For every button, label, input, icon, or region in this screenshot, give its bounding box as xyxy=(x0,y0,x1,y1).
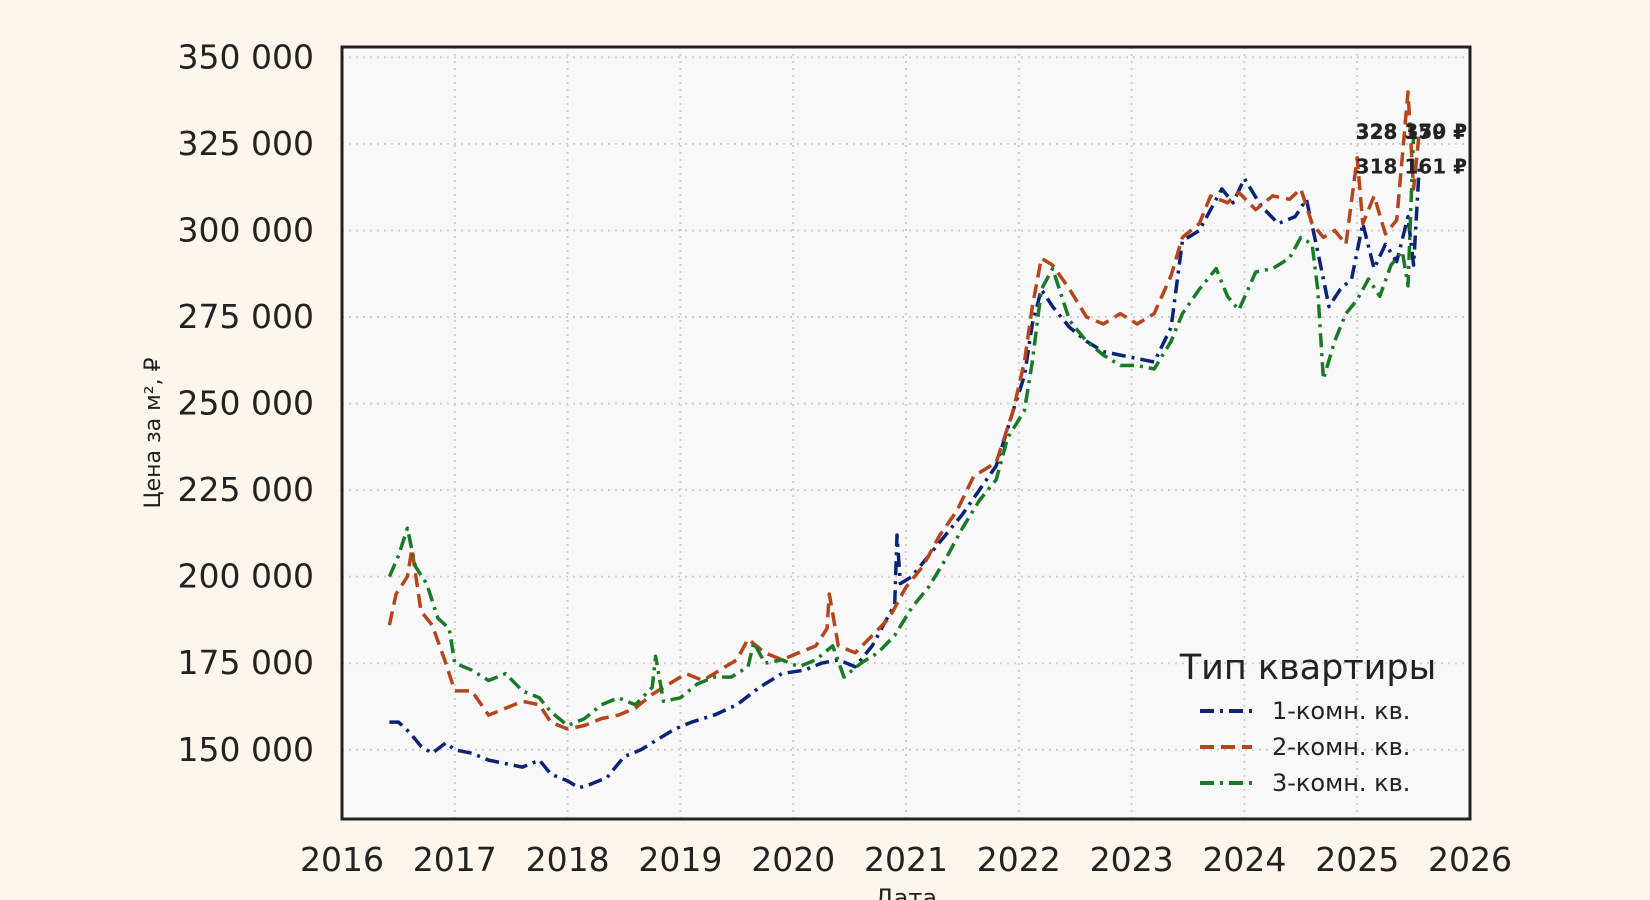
x-tick-label: 2026 xyxy=(1428,840,1512,879)
x-tick-label: 2025 xyxy=(1315,840,1399,879)
series-line-1 xyxy=(389,167,1421,790)
x-tick-label: 2020 xyxy=(751,840,835,879)
legend: Тип квартиры 1-комн. кв. 2-комн. кв. 3-ком… xyxy=(1179,648,1437,797)
x-tick-label: 2016 xyxy=(300,840,384,879)
end-value-label: 318 161 ₽ xyxy=(1356,155,1467,179)
x-tick-label: 2017 xyxy=(413,840,497,879)
end-value-label: 328 350 ₽ xyxy=(1356,119,1467,143)
series-layer xyxy=(387,90,1421,790)
end-labels: 318 161 ₽ 328 179 ₽328 350 ₽ xyxy=(1356,119,1467,178)
legend-item-label: 3-комн. кв. xyxy=(1272,769,1410,797)
y-tick-label: 250 000 xyxy=(178,384,314,423)
y-tick-label: 225 000 xyxy=(178,470,314,509)
x-tick-label: 2024 xyxy=(1202,840,1286,879)
y-axis-ticks: 150 000 175 000 200 000 225 000 250 000 275 0… xyxy=(178,37,314,768)
x-axis-label: Дата xyxy=(875,884,937,900)
legend-title: Тип квартиры xyxy=(1179,648,1437,688)
y-tick-label: 300 000 xyxy=(178,210,314,249)
y-tick-label: 275 000 xyxy=(178,297,314,336)
y-tick-label: 200 000 xyxy=(178,557,314,596)
plot-border xyxy=(340,45,1472,821)
series-line-3 xyxy=(387,130,1420,728)
series-line-2 xyxy=(387,90,1421,731)
y-tick-label: 325 000 xyxy=(178,124,314,163)
y-tick-label: 350 000 xyxy=(178,37,314,76)
legend-item-label: 2-комн. кв. xyxy=(1272,733,1410,761)
y-tick-label: 150 000 xyxy=(178,730,314,769)
y-axis-label: Цена за м², ₽ xyxy=(141,357,166,508)
x-tick-label: 2022 xyxy=(977,840,1061,879)
end-value-label: 328 179 ₽ xyxy=(1356,120,1467,144)
x-tick-label: 2023 xyxy=(1090,840,1174,879)
x-tick-label: 2018 xyxy=(526,840,610,879)
y-tick-label: 175 000 xyxy=(178,643,314,682)
x-tick-label: 2019 xyxy=(638,840,722,879)
legend-item-label: 1-комн. кв. xyxy=(1272,697,1410,725)
x-axis-ticks: 2016 2017 2018 2019 2020 2021 2022 2023 2024 2025… xyxy=(300,840,1512,879)
x-tick-label: 2021 xyxy=(864,840,948,879)
